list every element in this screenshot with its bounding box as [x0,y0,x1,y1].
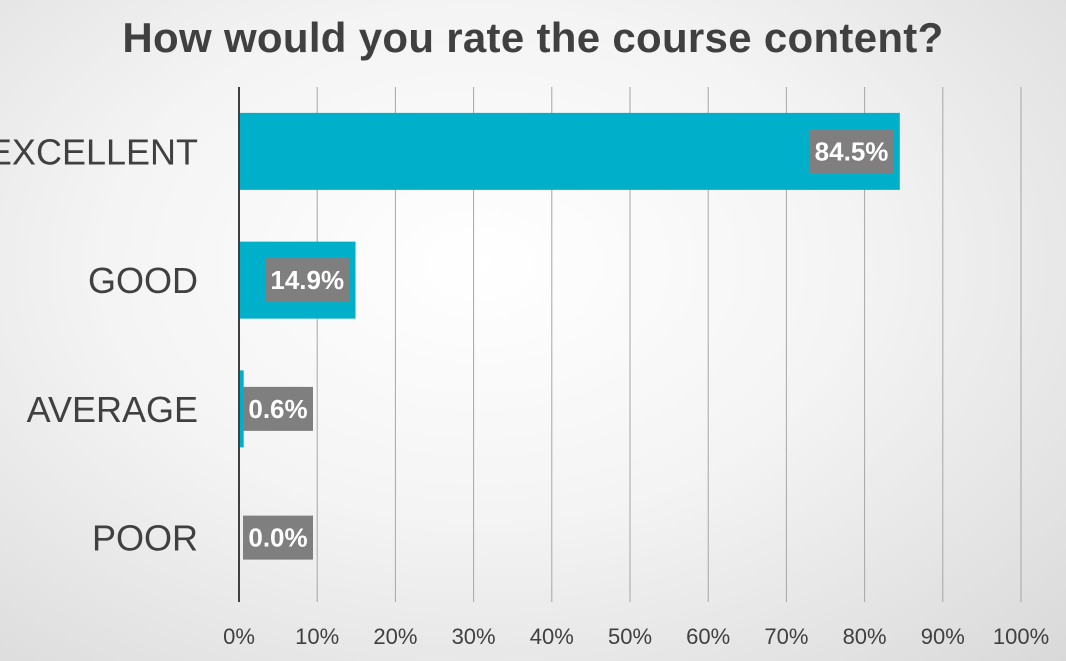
category-label: POOR [92,518,198,559]
x-tick-label: 90% [921,624,965,649]
x-tick-label: 100% [993,624,1049,649]
x-tick-label: 80% [843,624,887,649]
data-label: 0.0% [248,523,307,553]
chart-title: How would you rate the course content? [122,14,944,61]
data-label: 0.6% [248,394,307,424]
bar [239,370,244,448]
data-label-box [265,258,350,303]
data-label: 84.5% [815,136,889,166]
category-label: GOOD [88,260,198,301]
data-label-box [243,386,313,431]
x-tick-label: 30% [452,624,496,649]
x-tick-label: 0% [223,624,255,649]
x-tick-label: 20% [373,624,417,649]
bar [239,112,900,190]
x-tick-label: 10% [295,624,339,649]
x-tick-label: 40% [530,624,574,649]
x-tick-label: 70% [764,624,808,649]
data-label: 14.9% [270,265,344,295]
category-label: EXCELLENT [0,131,198,172]
x-tick-label: 60% [686,624,730,649]
x-tick-label: 50% [608,624,652,649]
data-label-box [243,515,313,560]
category-label: AVERAGE [27,389,198,430]
data-label-box [809,129,894,174]
